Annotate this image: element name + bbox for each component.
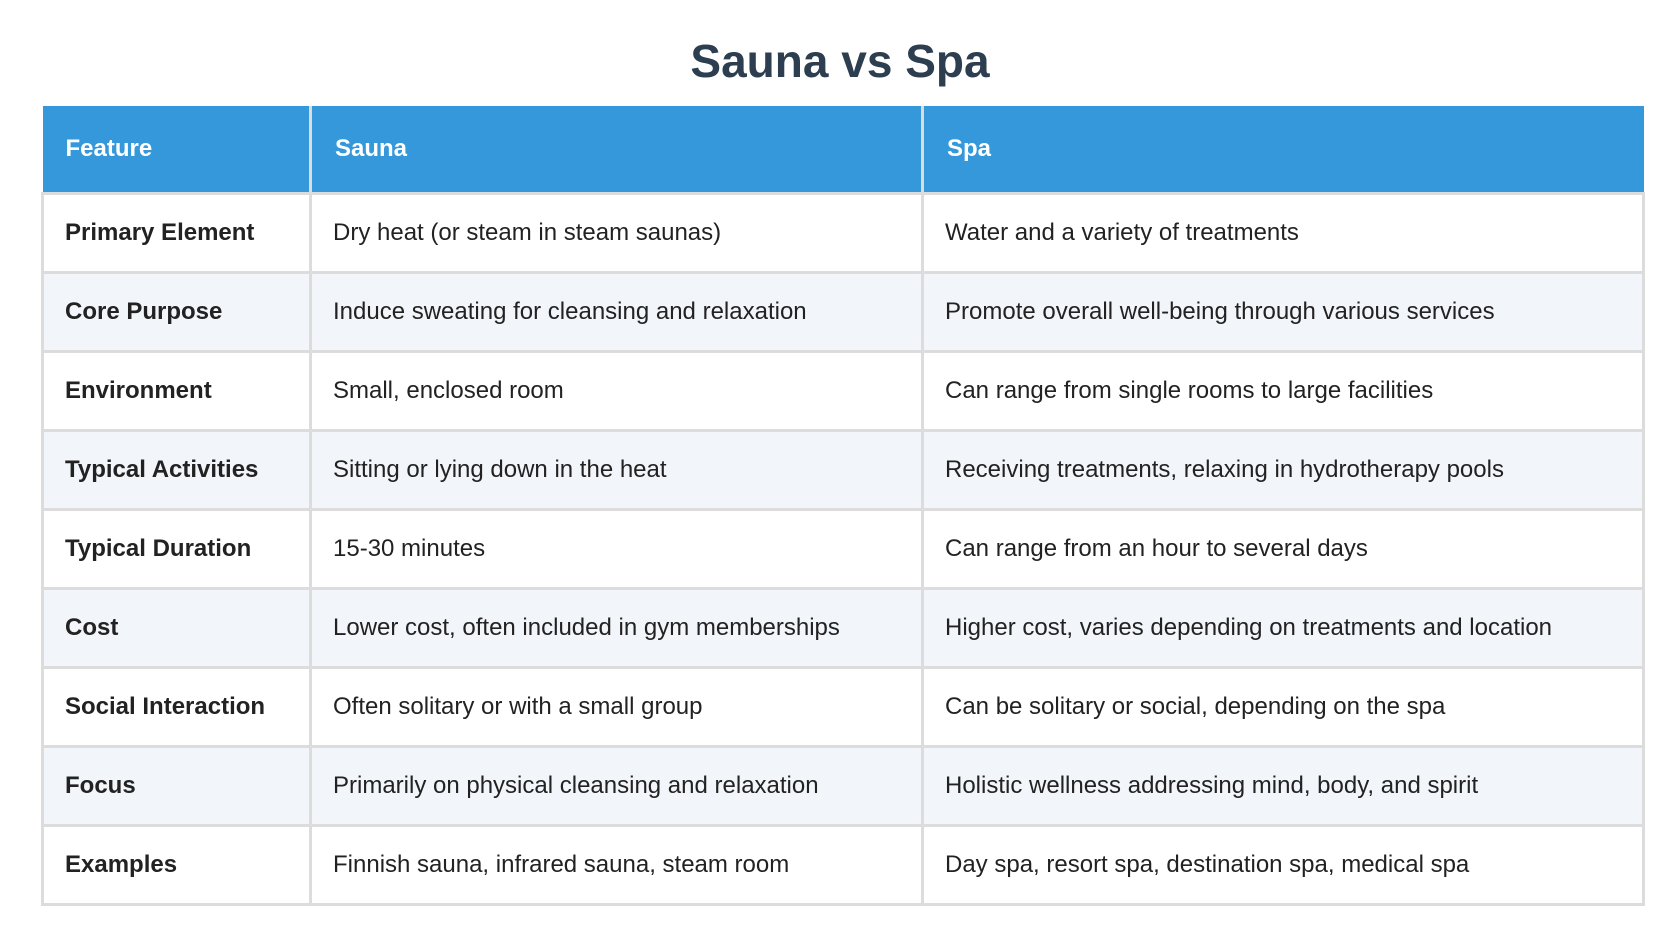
spa-cell: Can range from single rooms to large fac… xyxy=(921,350,1645,432)
feature-cell: Core Purpose xyxy=(41,271,312,353)
spa-cell: Day spa, resort spa, destination spa, me… xyxy=(921,824,1645,906)
table-row: Typical Activities Sitting or lying down… xyxy=(41,429,1645,511)
feature-cell: Typical Activities xyxy=(41,429,312,511)
feature-cell: Typical Duration xyxy=(41,508,312,590)
table-row: Social Interaction Often solitary or wit… xyxy=(41,666,1645,748)
sauna-cell: 15-30 minutes xyxy=(309,508,924,590)
table-row: Primary Element Dry heat (or steam in st… xyxy=(41,192,1645,274)
table-header-row: Feature Sauna Spa xyxy=(42,106,1644,195)
feature-cell: Examples xyxy=(41,824,312,906)
sauna-cell: Primarily on physical cleansing and rela… xyxy=(309,745,924,827)
sauna-cell: Small, enclosed room xyxy=(309,350,924,432)
feature-cell: Focus xyxy=(41,745,312,827)
table-row: Cost Lower cost, often included in gym m… xyxy=(41,587,1645,669)
feature-cell: Cost xyxy=(41,587,312,669)
sauna-cell: Induce sweating for cleansing and relaxa… xyxy=(309,271,924,353)
table-row: Examples Finnish sauna, infrared sauna, … xyxy=(41,824,1645,906)
sauna-cell: Often solitary or with a small group xyxy=(309,666,924,748)
spa-cell: Can be solitary or social, depending on … xyxy=(921,666,1645,748)
page-title: Sauna vs Spa xyxy=(690,35,990,87)
feature-cell: Environment xyxy=(41,350,312,432)
sauna-cell: Sitting or lying down in the heat xyxy=(309,429,924,511)
table-row: Environment Small, enclosed room Can ran… xyxy=(41,350,1645,432)
spa-cell: Water and a variety of treatments xyxy=(921,192,1645,274)
spa-cell: Higher cost, varies depending on treatme… xyxy=(921,587,1645,669)
spa-cell: Promote overall well-being through vario… xyxy=(921,271,1645,353)
table-row: Core Purpose Induce sweating for cleansi… xyxy=(41,271,1645,353)
table-row: Focus Primarily on physical cleansing an… xyxy=(41,745,1645,827)
feature-cell: Social Interaction xyxy=(41,666,312,748)
spa-cell: Holistic wellness addressing mind, body,… xyxy=(921,745,1645,827)
header-spa: Spa xyxy=(921,106,1644,195)
header-feature: Feature xyxy=(42,106,312,195)
feature-cell: Primary Element xyxy=(41,192,312,274)
comparison-table: Feature Sauna Spa Primary Element Dry he… xyxy=(41,106,1645,906)
sauna-cell: Lower cost, often included in gym member… xyxy=(309,587,924,669)
sauna-cell: Dry heat (or steam in steam saunas) xyxy=(309,192,924,274)
spa-cell: Receiving treatments, relaxing in hydrot… xyxy=(921,429,1645,511)
spa-cell: Can range from an hour to several days xyxy=(921,508,1645,590)
table-row: Typical Duration 15-30 minutes Can range… xyxy=(41,508,1645,590)
header-sauna: Sauna xyxy=(309,106,924,195)
sauna-cell: Finnish sauna, infrared sauna, steam roo… xyxy=(309,824,924,906)
